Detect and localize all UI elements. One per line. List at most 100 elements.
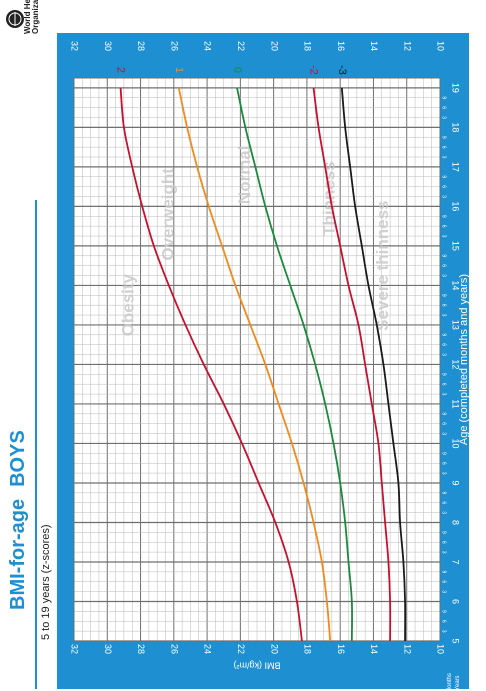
month-tick-label: 6 xyxy=(441,185,447,188)
plot-border xyxy=(73,77,441,642)
month-tick-label: 3 xyxy=(441,630,447,633)
month-tick-label: 6 xyxy=(441,462,447,465)
bmi-tick-label-top: 18 xyxy=(303,41,313,51)
age-tick-label: 10 xyxy=(451,438,461,448)
bmi-tick-label-bottom: 24 xyxy=(203,644,213,654)
bmi-tick-label-top: 20 xyxy=(269,41,279,51)
years-label: Years xyxy=(455,675,461,690)
month-tick-label: 9 xyxy=(441,373,447,376)
bmi-tick-label-bottom: 16 xyxy=(336,644,346,654)
z-curve-1 xyxy=(177,87,332,642)
age-tick-label: 16 xyxy=(451,201,461,211)
z-curve-label-1: 1 xyxy=(173,67,185,73)
bmi-tick-label-top: 22 xyxy=(236,41,246,51)
chart-title: BMI-for-age BOYS xyxy=(7,430,29,610)
zone-label: Severe thinness xyxy=(373,200,392,330)
bmi-tick-label-bottom: 30 xyxy=(103,644,113,654)
age-tick-label: 12 xyxy=(451,359,461,369)
month-tick-label: 9 xyxy=(441,610,447,613)
bmi-tick-label-bottom: 20 xyxy=(269,644,279,654)
month-tick-label: 3 xyxy=(441,156,447,159)
month-tick-label: 3 xyxy=(441,353,447,356)
month-tick-label: 6 xyxy=(441,580,447,583)
bmi-tick-label-top: 24 xyxy=(203,41,213,51)
month-tick-label: 9 xyxy=(441,96,447,99)
month-tick-label: 6 xyxy=(441,383,447,386)
month-tick-label: 6 xyxy=(441,541,447,544)
month-tick-label: 9 xyxy=(441,215,447,218)
month-tick-label: 6 xyxy=(441,146,447,149)
month-tick-label: 6 xyxy=(441,422,447,425)
month-tick-label: 3 xyxy=(441,116,447,119)
age-tick-label: 18 xyxy=(451,122,461,132)
z-curve--3 xyxy=(340,87,407,642)
month-tick-label: 9 xyxy=(441,412,447,415)
month-tick-label: 3 xyxy=(441,551,447,554)
subtitle: 5 to 19 years (z-scores) xyxy=(40,524,52,640)
bmi-tick-label-bottom: 28 xyxy=(136,644,146,654)
bmi-tick-label-top: 28 xyxy=(136,41,146,51)
org-name-line2: Organization xyxy=(31,0,40,34)
month-tick-label: 3 xyxy=(441,472,447,475)
age-tick-label: 8 xyxy=(451,520,461,525)
age-tick-label: 19 xyxy=(451,83,461,93)
bmi-tick-label-bottom: 22 xyxy=(236,644,246,654)
month-tick-label: 3 xyxy=(441,314,447,317)
month-tick-label: 9 xyxy=(441,531,447,534)
chart-header: BMI-for-age BOYS 5 to 19 years (z-scores) W… xyxy=(6,0,461,691)
age-tick-label: 6 xyxy=(451,599,461,604)
month-tick-label: 6 xyxy=(441,501,447,504)
month-tick-label: 3 xyxy=(441,511,447,514)
months-label: Months xyxy=(447,673,453,691)
z-curve-2 xyxy=(119,87,303,642)
month-tick-label: 6 xyxy=(441,304,447,307)
bmi-tick-label-bottom: 10 xyxy=(436,644,446,654)
month-tick-label: 6 xyxy=(441,620,447,623)
bmi-tick-label-bottom: 26 xyxy=(169,644,179,654)
bmi-tick-label-bottom: 32 xyxy=(70,644,80,654)
zone-label: Normal xyxy=(235,146,254,205)
z-curve-label--3: -3 xyxy=(336,65,348,75)
bmi-tick-label-bottom: 18 xyxy=(303,644,313,654)
month-tick-label: 3 xyxy=(441,432,447,435)
month-tick-label: 3 xyxy=(441,393,447,396)
bmi-tick-label-bottom: 14 xyxy=(369,644,379,654)
month-tick-label: 3 xyxy=(441,195,447,198)
month-tick-label: 3 xyxy=(441,274,447,277)
bmi-tick-label-top: 16 xyxy=(336,41,346,51)
month-tick-label: 6 xyxy=(441,343,447,346)
x-axis-label: Age (completed months and years) xyxy=(458,274,470,445)
zone-label: Overweight xyxy=(158,168,177,261)
age-tick-label: 9 xyxy=(451,480,461,485)
month-tick-label: 3 xyxy=(441,235,447,238)
bmi-tick-label-top: 26 xyxy=(169,41,179,51)
z-curve-label--2: -2 xyxy=(308,65,320,75)
org-name-line1: World Health xyxy=(23,0,32,34)
month-tick-label: 9 xyxy=(441,175,447,178)
bmi-tick-label-bottom: 12 xyxy=(402,644,412,654)
age-tick-label: 17 xyxy=(451,162,461,172)
bmi-tick-label-top: 32 xyxy=(70,41,80,51)
age-tick-label: 14 xyxy=(451,280,461,290)
bmi-tick-label-top: 14 xyxy=(369,41,379,51)
bmi-tick-label-top: 10 xyxy=(436,41,446,51)
month-tick-label: 9 xyxy=(441,294,447,297)
month-tick-label: 6 xyxy=(441,225,447,228)
age-tick-label: 13 xyxy=(451,320,461,330)
z-curve--2 xyxy=(312,87,392,642)
age-tick-label: 15 xyxy=(451,241,461,251)
month-tick-label: 6 xyxy=(441,106,447,109)
month-tick-label: 9 xyxy=(441,136,447,139)
sex-label: BOYS xyxy=(7,430,29,487)
z-curve-0 xyxy=(236,87,353,642)
z-score-curves: 2 1 0 -2 -3 xyxy=(115,65,407,642)
age-tick-label: 7 xyxy=(451,559,461,564)
month-tick-label: 6 xyxy=(441,264,447,267)
month-tick-label: 9 xyxy=(441,254,447,257)
bmi-tick-label-top: 12 xyxy=(402,41,412,51)
month-tick-label: 9 xyxy=(441,452,447,455)
age-tick-label: 11 xyxy=(451,399,461,408)
month-tick-label: 9 xyxy=(441,491,447,494)
